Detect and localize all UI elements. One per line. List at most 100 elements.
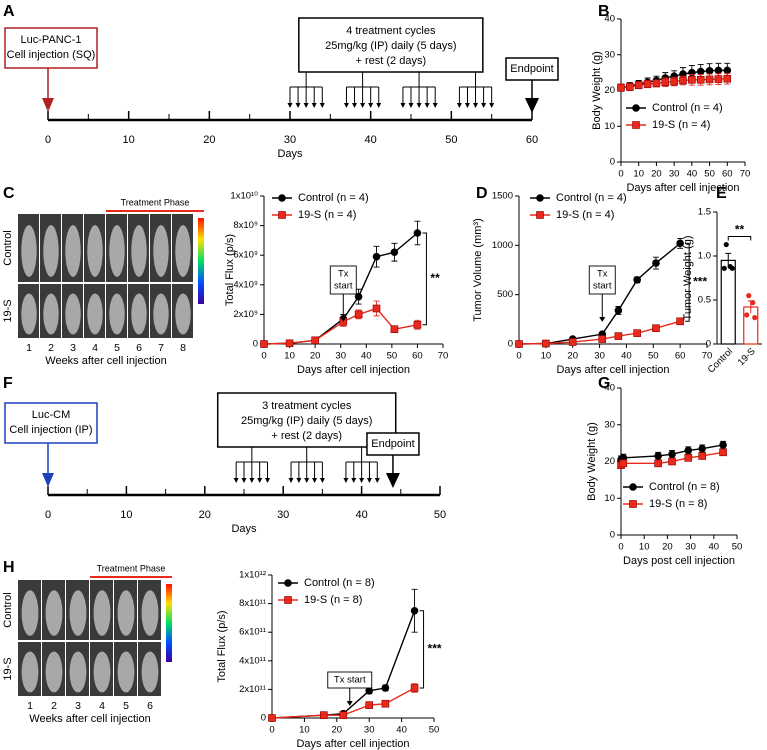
treatment-label: 25mg/kg (IP) daily (5 days)	[241, 415, 372, 427]
treatment-label: + rest (2 days)	[271, 430, 342, 442]
marker	[390, 325, 399, 334]
x-tick-label: 40	[365, 134, 377, 146]
row-label: Control	[2, 592, 14, 627]
column-label: 8	[180, 342, 186, 354]
treatment-box	[298, 17, 484, 73]
column-label: 7	[158, 342, 164, 354]
y-axis-label: Total Flux (p/s)	[216, 610, 228, 682]
significance-label: **	[430, 271, 440, 285]
bar	[720, 259, 736, 345]
dose-arrowhead	[481, 103, 487, 108]
dose-arrowhead	[257, 478, 263, 483]
marker	[714, 66, 723, 75]
legend-marker	[536, 194, 544, 202]
marker	[365, 701, 374, 709]
legend-label: 19-S (n = 8)	[304, 594, 362, 606]
image-x-label: Weeks after cell injection	[45, 355, 166, 367]
marker	[719, 441, 727, 449]
mouse	[45, 651, 63, 693]
y-tick-label: 1x10¹⁰	[230, 191, 258, 202]
marker	[372, 304, 381, 313]
series-line	[271, 610, 416, 719]
column-label: 6	[147, 700, 153, 712]
dose-arrowhead	[366, 478, 372, 483]
dose-arrowhead	[360, 103, 366, 108]
y-tick-label: 8x10¹¹	[239, 598, 266, 609]
column-label: 1	[27, 700, 33, 712]
marker	[698, 452, 707, 460]
marker	[372, 252, 381, 261]
marker	[723, 74, 732, 83]
x-tick-label: 19-S	[736, 346, 758, 368]
mouse	[43, 225, 59, 277]
x-tick-label: 70	[702, 351, 713, 362]
marker	[654, 459, 662, 468]
marker	[617, 83, 625, 92]
dose-arrowhead	[473, 103, 479, 108]
mouse	[87, 293, 103, 335]
dose-arrowhead	[233, 478, 239, 483]
marker	[723, 66, 732, 75]
column-label: 3	[75, 700, 81, 712]
marker	[626, 83, 634, 91]
y-tick-label: 8x10⁹	[233, 220, 258, 231]
annotation-arrowhead	[599, 317, 606, 322]
marker	[688, 75, 696, 84]
annotation-arrowhead	[346, 701, 353, 706]
x-tick-label: 10	[299, 725, 310, 736]
x-axis-label: Days after cell injection	[626, 182, 739, 194]
x-tick-label: 30	[669, 169, 680, 180]
mouse	[131, 293, 147, 335]
marker	[714, 75, 723, 83]
x-tick-label: 50	[387, 351, 398, 362]
x-tick-label: 20	[332, 725, 343, 736]
endpoint-arrowhead	[525, 98, 539, 113]
mouse	[69, 590, 87, 636]
column-label: 5	[114, 342, 120, 354]
marker	[668, 457, 676, 466]
dose-arrowhead	[368, 103, 374, 108]
marker	[705, 67, 714, 75]
dose-arrowhead	[312, 478, 318, 483]
series-line	[271, 687, 415, 719]
x-tick-label: 20	[662, 542, 673, 553]
x-tick-label: 30	[594, 351, 605, 362]
x-tick-label: 40	[396, 725, 407, 736]
x-tick-label: 30	[284, 134, 296, 146]
marker	[670, 77, 678, 86]
mouse	[87, 225, 103, 277]
y-tick-label: 0.5	[698, 295, 711, 306]
y-axis-label: Tumor Weight (g)	[682, 236, 694, 321]
panel-letter: D	[476, 185, 488, 202]
y-tick-label: 30	[604, 49, 615, 60]
y-tick-label: 30	[604, 419, 615, 430]
x-tick-label: 50	[445, 134, 457, 146]
injection-box	[4, 402, 98, 444]
dose-arrowhead	[408, 103, 414, 108]
row-label: 19-S	[2, 299, 14, 322]
mouse	[21, 225, 37, 277]
panel-letter: E	[716, 185, 727, 202]
marker	[684, 446, 693, 455]
marker	[268, 714, 276, 722]
y-tick-label: 1500	[492, 191, 513, 202]
dose-arrowhead	[311, 103, 317, 108]
marker	[614, 306, 623, 315]
annotation-arrowhead	[340, 317, 347, 322]
legend-marker	[632, 121, 640, 129]
x-tick-label: 20	[651, 169, 662, 180]
legend-label: Control (n = 8)	[304, 577, 375, 589]
marker	[619, 459, 628, 468]
y-tick-label: 40	[604, 383, 615, 394]
injection-box	[4, 27, 98, 69]
marker	[652, 79, 661, 88]
legend-label: Control (n = 4)	[556, 192, 627, 204]
x-tick-label: 30	[335, 351, 346, 362]
dose-arrowhead	[352, 103, 358, 108]
x-axis-label: Days	[231, 523, 257, 535]
x-tick-label: 0	[618, 542, 623, 553]
legend-marker	[284, 579, 292, 587]
marker	[679, 76, 687, 85]
endpoint-label: Endpoint	[510, 63, 553, 75]
legend-marker	[536, 211, 544, 219]
